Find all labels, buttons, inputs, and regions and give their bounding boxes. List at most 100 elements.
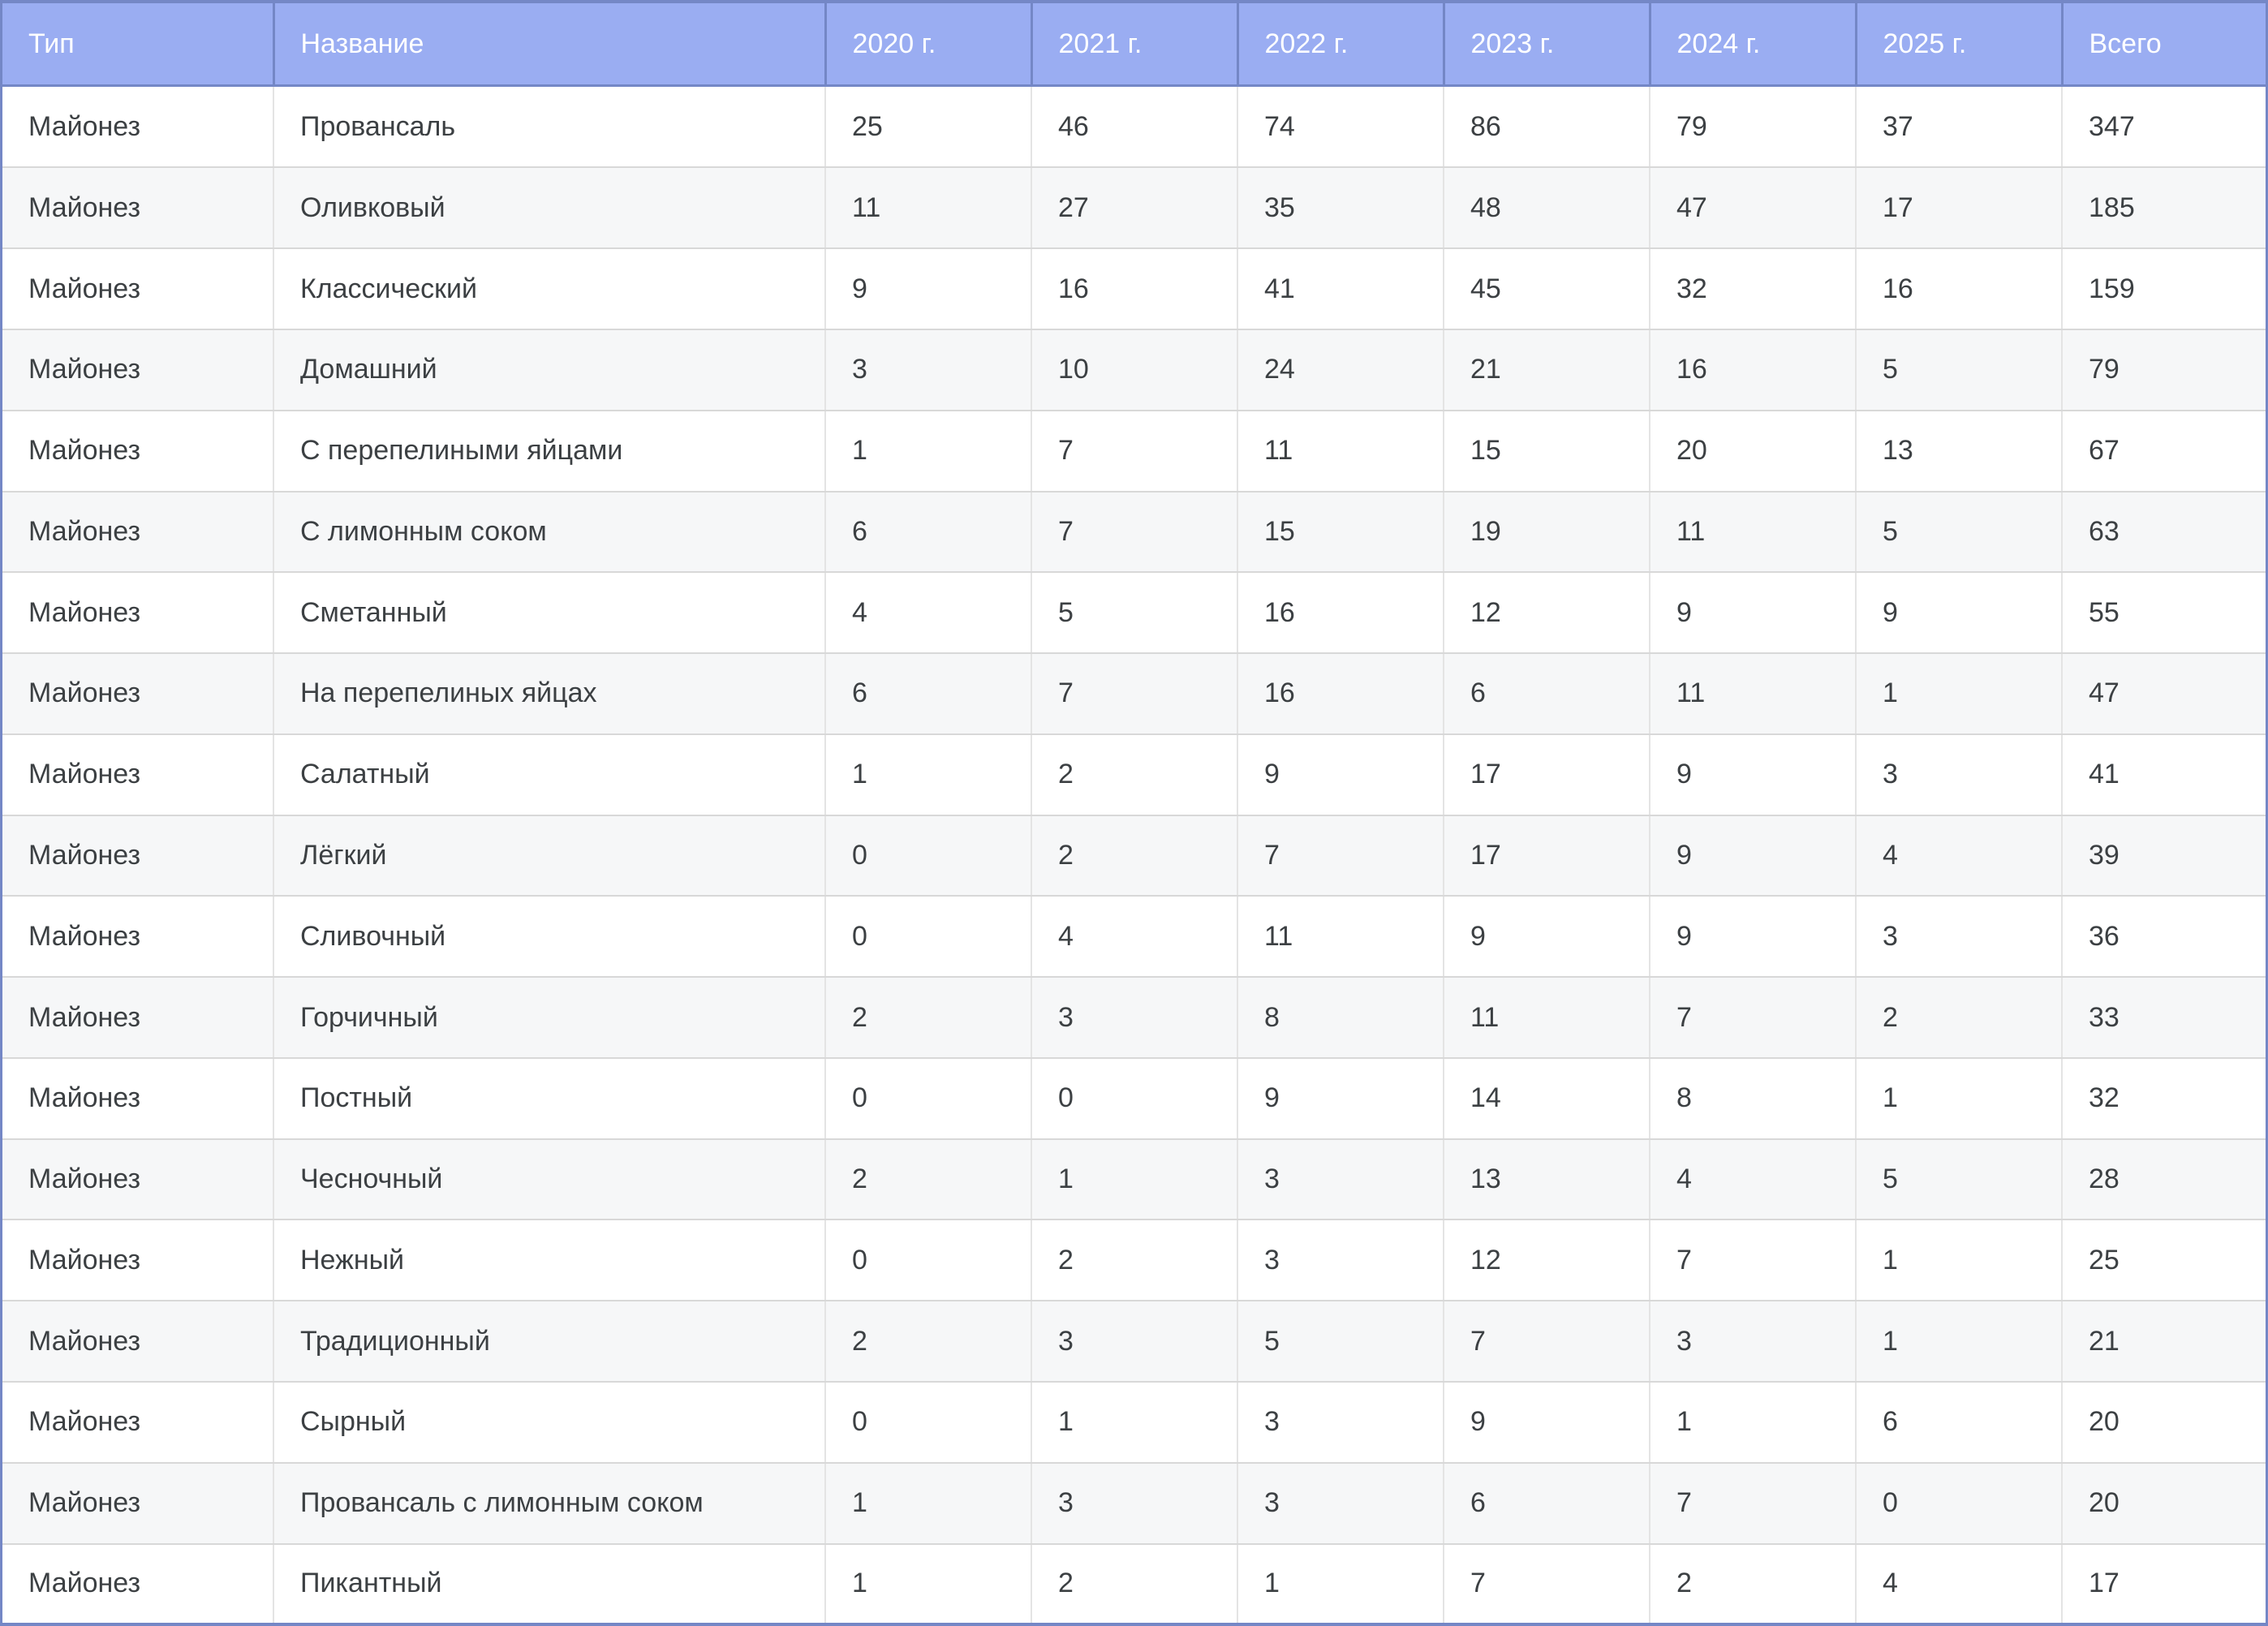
cell-y2020: 4 bbox=[825, 572, 1032, 655]
cell-y2021: 27 bbox=[1031, 167, 1238, 250]
cell-y2024: 9 bbox=[1650, 572, 1857, 655]
cell-y2023: 12 bbox=[1444, 572, 1650, 655]
cell-y2021: 2 bbox=[1031, 1543, 1238, 1623]
cell-name: Сметанный bbox=[273, 572, 826, 655]
cell-type: Майонез bbox=[2, 1381, 274, 1464]
cell-type: Майонез bbox=[2, 733, 274, 816]
cell-y2025: 4 bbox=[1856, 1543, 2063, 1623]
column-header-y2022: 2022 г. bbox=[1237, 3, 1445, 87]
cell-name: Постный bbox=[273, 1057, 826, 1140]
cell-type: Майонез bbox=[2, 329, 274, 411]
cell-y2021: 7 bbox=[1031, 491, 1238, 574]
cell-type: Майонез bbox=[2, 1138, 274, 1221]
cell-type: Майонез bbox=[2, 167, 274, 250]
cell-total: 39 bbox=[2062, 815, 2266, 897]
cell-y2023: 14 bbox=[1444, 1057, 1650, 1140]
cell-y2020: 0 bbox=[825, 1381, 1032, 1464]
cell-y2024: 32 bbox=[1650, 248, 1857, 331]
cell-y2023: 17 bbox=[1444, 815, 1650, 897]
cell-y2023: 11 bbox=[1444, 977, 1650, 1059]
cell-y2023: 9 bbox=[1444, 896, 1650, 979]
table-row: Майонез Традиционный 2 3 5 7 3 1 21 bbox=[2, 1301, 2266, 1383]
cell-y2023: 48 bbox=[1444, 167, 1650, 250]
cell-y2024: 16 bbox=[1650, 329, 1857, 411]
cell-y2023: 45 bbox=[1444, 248, 1650, 331]
cell-y2021: 1 bbox=[1031, 1381, 1238, 1464]
cell-y2022: 16 bbox=[1237, 653, 1444, 735]
cell-y2023: 7 bbox=[1444, 1543, 1650, 1623]
cell-name: С лимонным соком bbox=[273, 491, 826, 574]
cell-y2022: 11 bbox=[1237, 896, 1444, 979]
table-body: Майонез Провансаль 25 46 74 86 79 37 347 Майонез О… bbox=[2, 85, 2266, 1623]
cell-y2024: 9 bbox=[1650, 896, 1857, 979]
cell-y2024: 11 bbox=[1650, 491, 1857, 574]
cell-y2021: 16 bbox=[1031, 248, 1238, 331]
cell-y2024: 8 bbox=[1650, 1057, 1857, 1140]
cell-total: 41 bbox=[2062, 733, 2266, 816]
cell-y2021: 10 bbox=[1031, 329, 1238, 411]
cell-y2023: 21 bbox=[1444, 329, 1650, 411]
cell-y2022: 3 bbox=[1237, 1138, 1444, 1221]
cell-type: Майонез bbox=[2, 1220, 274, 1302]
table-row: Майонез Сметанный 4 5 16 12 9 9 55 bbox=[2, 572, 2266, 655]
cell-y2021: 2 bbox=[1031, 733, 1238, 816]
cell-name: С перепелиными яйцами bbox=[273, 410, 826, 493]
cell-y2020: 1 bbox=[825, 410, 1032, 493]
table-row: Майонез Оливковый 11 27 35 48 47 17 185 bbox=[2, 167, 2266, 250]
cell-y2022: 41 bbox=[1237, 248, 1444, 331]
cell-y2021: 3 bbox=[1031, 1462, 1238, 1545]
cell-y2024: 9 bbox=[1650, 815, 1857, 897]
cell-y2020: 0 bbox=[825, 1057, 1032, 1140]
cell-total: 33 bbox=[2062, 977, 2266, 1059]
table-row: Майонез Горчичный 2 3 8 11 7 2 33 bbox=[2, 977, 2266, 1059]
cell-total: 55 bbox=[2062, 572, 2266, 655]
column-header-name: Название bbox=[273, 3, 827, 87]
cell-y2022: 74 bbox=[1237, 85, 1444, 169]
cell-type: Майонез bbox=[2, 1301, 274, 1383]
cell-y2021: 7 bbox=[1031, 410, 1238, 493]
cell-type: Майонез bbox=[2, 1057, 274, 1140]
cell-total: 20 bbox=[2062, 1381, 2266, 1464]
cell-y2020: 3 bbox=[825, 329, 1032, 411]
column-header-y2020: 2020 г. bbox=[825, 3, 1033, 87]
table-row: Майонез Пикантный 1 2 1 7 2 4 17 bbox=[2, 1543, 2266, 1623]
cell-name: Традиционный bbox=[273, 1301, 826, 1383]
table-row: Майонез Чесночный 2 1 3 13 4 5 28 bbox=[2, 1138, 2266, 1221]
cell-y2021: 46 bbox=[1031, 85, 1238, 169]
cell-total: 185 bbox=[2062, 167, 2266, 250]
cell-total: 63 bbox=[2062, 491, 2266, 574]
cell-type: Майонез bbox=[2, 1462, 274, 1545]
cell-y2020: 6 bbox=[825, 491, 1032, 574]
column-header-y2024: 2024 г. bbox=[1650, 3, 1857, 87]
table-row: Майонез Провансаль 25 46 74 86 79 37 347 bbox=[2, 85, 2266, 169]
cell-name: Провансаль с лимонным соком bbox=[273, 1462, 826, 1545]
cell-y2025: 5 bbox=[1856, 329, 2063, 411]
cell-y2021: 5 bbox=[1031, 572, 1238, 655]
cell-type: Майонез bbox=[2, 572, 274, 655]
cell-y2024: 7 bbox=[1650, 977, 1857, 1059]
cell-y2020: 0 bbox=[825, 896, 1032, 979]
cell-name: На перепелиных яйцах bbox=[273, 653, 826, 735]
cell-y2025: 1 bbox=[1856, 1057, 2063, 1140]
cell-y2022: 3 bbox=[1237, 1220, 1444, 1302]
cell-y2022: 3 bbox=[1237, 1462, 1444, 1545]
cell-y2024: 20 bbox=[1650, 410, 1857, 493]
column-header-type: Тип bbox=[2, 3, 275, 87]
cell-name: Сырный bbox=[273, 1381, 826, 1464]
cell-y2020: 0 bbox=[825, 815, 1032, 897]
cell-y2023: 6 bbox=[1444, 1462, 1650, 1545]
cell-y2021: 3 bbox=[1031, 1301, 1238, 1383]
cell-y2023: 15 bbox=[1444, 410, 1650, 493]
cell-y2023: 7 bbox=[1444, 1301, 1650, 1383]
cell-y2020: 0 bbox=[825, 1220, 1032, 1302]
cell-type: Майонез bbox=[2, 977, 274, 1059]
table-row: Майонез С перепелиными яйцами 1 7 11 15 20 13 67 bbox=[2, 410, 2266, 493]
cell-type: Майонез bbox=[2, 410, 274, 493]
column-header-y2021: 2021 г. bbox=[1031, 3, 1239, 87]
table-row: Майонез Нежный 0 2 3 12 7 1 25 bbox=[2, 1220, 2266, 1302]
cell-y2023: 86 bbox=[1444, 85, 1650, 169]
cell-y2022: 35 bbox=[1237, 167, 1444, 250]
cell-y2020: 25 bbox=[825, 85, 1032, 169]
cell-y2025: 5 bbox=[1856, 1138, 2063, 1221]
